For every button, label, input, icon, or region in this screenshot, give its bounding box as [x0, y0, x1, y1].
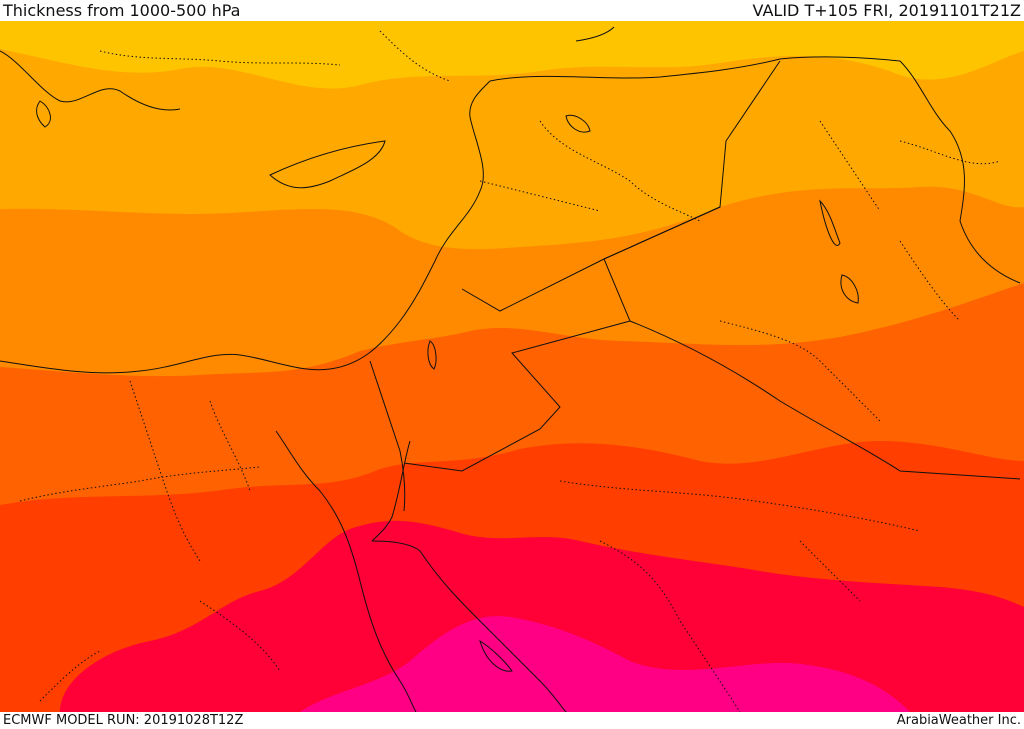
map-header: Thickness from 1000-500 hPa VALID T+105 … [0, 0, 1024, 21]
provincial-borders [19, 30, 1001, 712]
coastlines [0, 26, 1021, 712]
band-7 [300, 616, 910, 712]
map-footer: ECMWF MODEL RUN: 20191028T12Z ArabiaWeat… [0, 712, 1024, 729]
credit: ArabiaWeather Inc. [896, 713, 1021, 728]
thickness-map [0, 21, 1024, 712]
national-borders [369, 60, 1021, 512]
map-canvas [0, 21, 1024, 712]
map-title: Thickness from 1000-500 hPa [3, 1, 241, 20]
valid-time: VALID T+105 FRI, 20191101T21Z [752, 1, 1021, 20]
model-run: ECMWF MODEL RUN: 20191028T12Z [3, 713, 244, 728]
